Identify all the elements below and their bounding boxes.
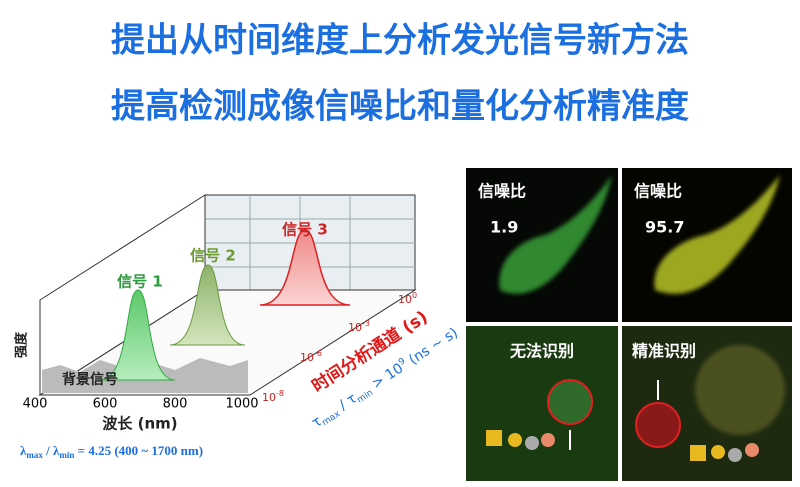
peak-label: 信号 3 xyxy=(282,221,328,239)
molecule xyxy=(508,433,522,447)
t: / λ xyxy=(43,443,60,458)
title-line: 提高检测成像信噪比和量化分析精准度 xyxy=(111,87,689,127)
background-label: 背景信号 xyxy=(62,371,118,388)
t: = 4.25 (400 ~ 1700 nm) xyxy=(74,443,203,458)
zoom-circle xyxy=(635,402,681,448)
base: 10 xyxy=(348,321,362,334)
x-tick-label: 1000 xyxy=(225,397,258,412)
depth-tick: 10-6 xyxy=(300,349,322,365)
panel: 精准识别 xyxy=(622,326,792,481)
t: min xyxy=(59,450,74,460)
fish xyxy=(499,175,612,294)
exp: -6 xyxy=(314,349,322,358)
x-tick-label: 800 xyxy=(163,397,188,412)
molecule xyxy=(711,445,725,459)
x-tick-label: 400 xyxy=(23,397,48,412)
panel-label: 无法识别 xyxy=(509,342,574,361)
panel: 信噪比 95.7 xyxy=(622,168,792,322)
exp: -8 xyxy=(276,389,284,398)
molecule xyxy=(486,430,502,446)
molecule xyxy=(541,433,555,447)
panel-label: 信噪比 xyxy=(478,182,526,201)
t: 9 xyxy=(397,356,407,368)
chart-3d xyxy=(38,194,417,396)
depth-tick: 10-3 xyxy=(348,319,370,335)
exp: -3 xyxy=(362,319,370,328)
zoom-circle xyxy=(547,379,593,425)
base: 10 xyxy=(262,391,276,404)
x-tick-label: 600 xyxy=(93,397,118,412)
depth-tick: 10-8 xyxy=(262,389,284,405)
panel-label: 精准识别 xyxy=(632,342,696,361)
glow xyxy=(695,345,785,435)
depth-tick: 100 xyxy=(398,291,417,307)
base: 10 xyxy=(398,293,412,306)
t: λ xyxy=(20,443,27,458)
panel: 无法识别 xyxy=(466,326,618,481)
y-label: 强度 xyxy=(14,331,30,358)
base: 10 xyxy=(300,351,314,364)
panel: 信噪比 1.9 xyxy=(466,168,618,322)
molecule xyxy=(745,443,759,457)
molecule xyxy=(690,445,706,461)
fish xyxy=(654,175,780,294)
t: max xyxy=(26,450,43,460)
depth-ticks: 10-8 10-6 10-3 100 xyxy=(262,291,417,405)
peak xyxy=(99,289,176,381)
peak xyxy=(169,264,246,346)
peak-label: 信号 1 xyxy=(117,273,163,291)
x-label: 波长 (nm) xyxy=(102,415,177,433)
peak xyxy=(259,229,351,306)
title-line: 提出从时间维度上分析发光信号新方法 xyxy=(111,21,689,61)
molecule xyxy=(525,436,539,450)
molecule xyxy=(728,448,742,462)
lambda-ratio: λmax / λmin = 4.25 (400 ~ 1700 nm) xyxy=(20,443,203,460)
peak-label: 信号 2 xyxy=(190,247,236,265)
panel-label: 信噪比 xyxy=(634,182,682,201)
panel-value: 95.7 xyxy=(645,218,684,237)
panel-value: 1.9 xyxy=(490,218,518,237)
exp: 0 xyxy=(412,291,417,300)
